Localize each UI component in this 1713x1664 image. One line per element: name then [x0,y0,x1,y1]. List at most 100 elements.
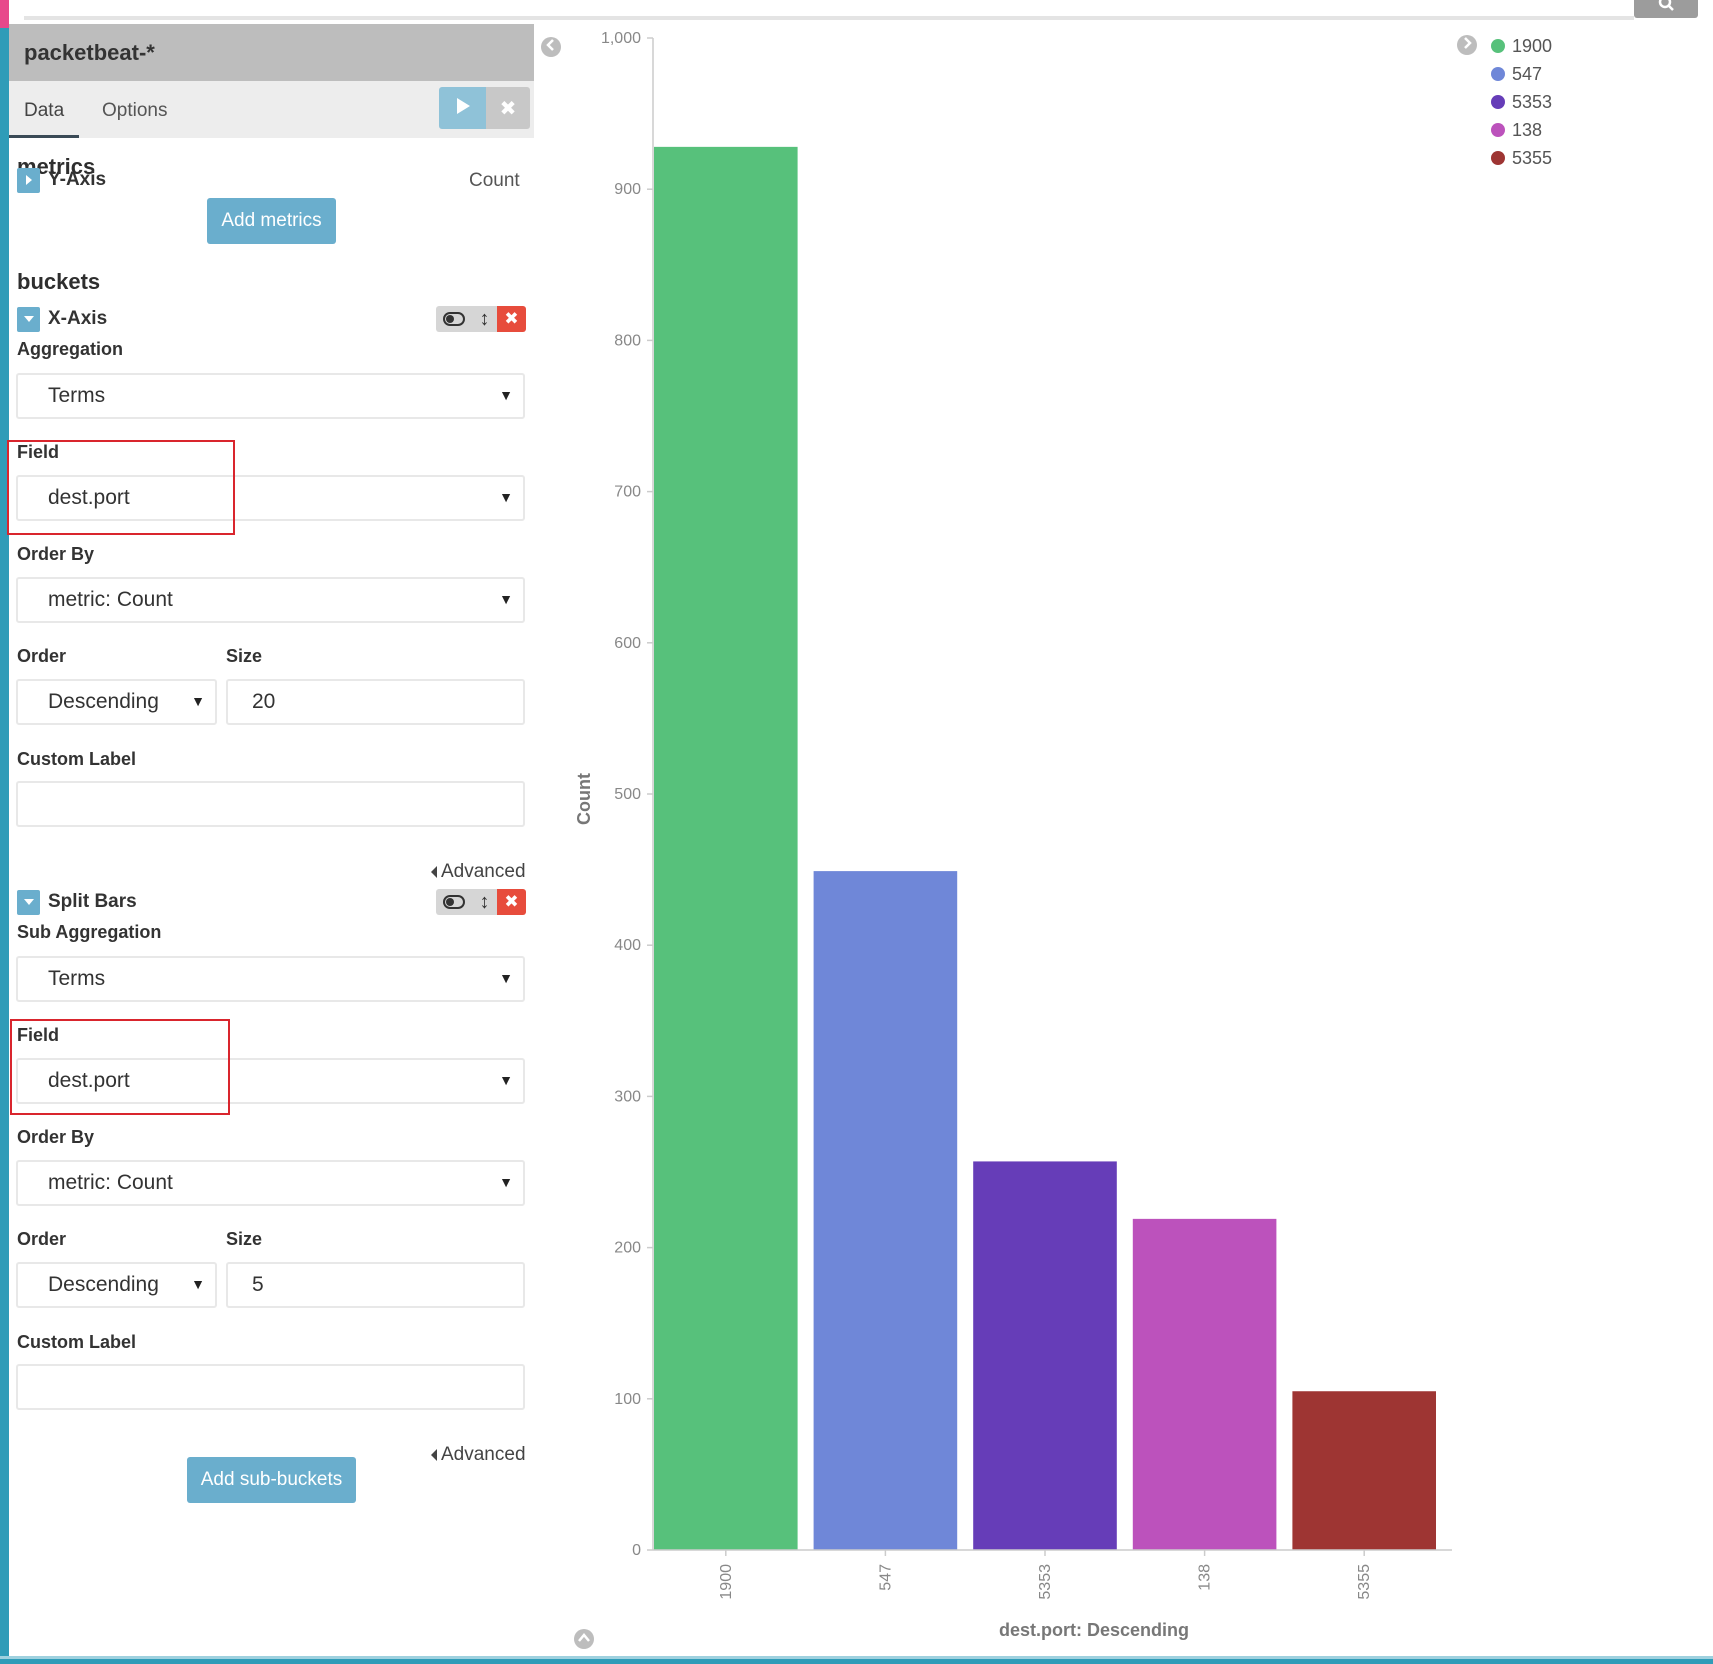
move-icon[interactable]: ↕ [472,306,497,332]
top-search-bar [0,0,1713,24]
legend-toggle-button[interactable] [1457,35,1477,55]
caret-down-icon[interactable] [17,889,40,915]
x-tick-label: 5353 [1037,1564,1054,1600]
search-button[interactable] [1634,0,1698,18]
legend-swatch-138 [1491,123,1505,137]
collapse-sidebar-button[interactable] [541,37,561,57]
legend-swatch-5355 [1491,151,1505,165]
spy-toggle-button[interactable] [574,1629,594,1649]
split-custom-label-label: Custom Label [17,1332,137,1352]
y-tick-label: 900 [614,181,641,198]
split-bars-agg-header[interactable]: Split Bars [17,889,137,915]
y-axis-summary: Count [469,170,520,191]
split-size-input[interactable]: 5 [226,1262,525,1308]
split-field-value: dest.port [48,1069,130,1092]
chevron-right-icon [1462,36,1472,54]
split-order-value: Descending [48,1273,159,1296]
size-input[interactable]: 20 [226,679,525,725]
field-value: dest.port [48,486,130,509]
split-bars-controls: ↕ ✖ [436,889,526,915]
bar-547[interactable] [813,871,958,1550]
x-tick-label: 138 [1197,1564,1214,1591]
order-by-select[interactable]: metric: Count ▼ [16,577,525,623]
split-field-select[interactable]: dest.port ▼ [16,1058,525,1104]
y-tick-label: 400 [614,937,641,954]
y-axis: 0 100 200 300 400 500 600 700 800 900 1,000 [601,30,654,1559]
remove-icon[interactable]: ✖ [497,889,526,915]
field-select[interactable]: dest.port ▼ [16,475,525,521]
remove-icon[interactable]: ✖ [497,306,526,332]
y-tick-label: 500 [614,786,641,803]
bar-1900[interactable] [654,146,798,1550]
split-custom-label-input[interactable] [16,1364,525,1410]
bar-5353[interactable] [973,1161,1117,1550]
split-order-by-select[interactable]: metric: Count ▼ [16,1160,525,1206]
play-icon [455,97,471,120]
add-metrics-button[interactable]: Add metrics [207,198,336,244]
buckets-section-title: buckets [17,269,101,294]
custom-label-label: Custom Label [17,749,137,769]
close-icon: ✖ [499,97,517,120]
sub-aggregation-value: Terms [48,967,106,990]
sub-aggregation-select[interactable]: Terms ▼ [16,956,525,1002]
search-input[interactable] [24,0,1634,20]
custom-label-input[interactable] [16,781,525,827]
x-axis-title: X-Axis [48,308,108,329]
toggle-icon[interactable] [436,889,472,915]
x-axis: 1900 547 5353 138 5355 [653,1549,1452,1600]
legend-item-138[interactable]: 138 [1512,120,1542,140]
split-advanced-link[interactable]: Advanced [431,1444,526,1466]
y-tick-label: 200 [614,1240,641,1257]
select-arrow-icon: ▼ [499,1072,513,1088]
bar-5355[interactable] [1292,1391,1436,1550]
chevron-left-icon [546,38,556,56]
split-bars-title: Split Bars [48,891,137,912]
index-pattern-title: packetbeat-* [9,24,534,81]
y-tick-label: 300 [614,1088,641,1105]
discard-changes-button[interactable]: ✖ [486,87,530,129]
sidebar-tabs: Data Options ✖ [9,81,534,138]
move-icon[interactable]: ↕ [472,889,497,915]
select-arrow-icon: ▼ [499,591,513,607]
advanced-link-label: Advanced [441,861,526,882]
order-by-value: metric: Count [48,588,173,611]
advanced-link[interactable]: Advanced [431,861,526,883]
tab-options[interactable]: Options [102,100,168,121]
split-advanced-link-label: Advanced [441,1444,526,1465]
aggregation-select[interactable]: Terms ▼ [16,373,525,419]
add-sub-buckets-button[interactable]: Add sub-buckets [187,1457,356,1503]
legend-item-5353[interactable]: 5353 [1512,92,1552,112]
x-tick-label: 547 [877,1564,894,1591]
order-select[interactable]: Descending ▼ [16,679,217,725]
caret-down-icon[interactable] [17,306,40,332]
select-arrow-icon: ▼ [191,1276,205,1292]
split-order-select[interactable]: Descending ▼ [16,1262,217,1308]
y-tick-label: 1,000 [601,30,641,47]
left-accent-bar [0,0,9,1664]
y-axis-label: Count [574,773,594,825]
caret-right-icon[interactable] [17,167,40,193]
order-label: Order [17,646,67,666]
bar-138[interactable] [1132,1218,1277,1550]
order-by-label: Order By [17,544,95,564]
x-axis-agg-header[interactable]: X-Axis [17,306,107,332]
size-label: Size [226,646,263,666]
apply-changes-button[interactable] [439,87,486,129]
y-axis-agg-header[interactable]: Y-Axis [17,167,106,193]
legend-item-5355[interactable]: 5355 [1512,148,1552,168]
x-tick-label: 5355 [1356,1564,1373,1600]
bar-chart: 0 100 200 300 400 500 600 700 800 900 1,000 1900 54… [574,30,1552,1640]
y-tick-label: 100 [614,1391,641,1408]
legend-item-1900[interactable]: 1900 [1512,36,1552,56]
select-arrow-icon: ▼ [499,489,513,505]
search-icon [1657,0,1675,18]
tab-data[interactable]: Data [9,81,80,138]
select-arrow-icon: ▼ [499,970,513,986]
y-tick-label: 700 [614,484,641,501]
split-order-by-value: metric: Count [48,1171,173,1194]
y-axis-title: Y-Axis [48,169,107,190]
legend: 1900 547 5353 138 5355 [1491,36,1552,168]
y-tick-label: 800 [614,332,641,349]
legend-item-547[interactable]: 547 [1512,64,1542,84]
toggle-icon[interactable] [436,306,472,332]
